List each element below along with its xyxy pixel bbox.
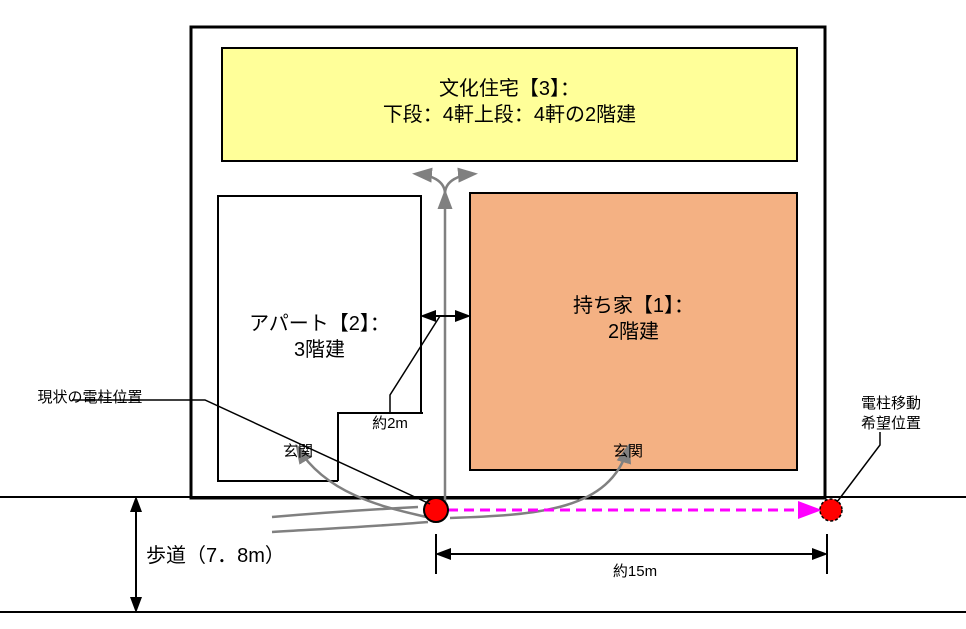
building2-label: アパート【2】： 3階建 (218, 311, 421, 363)
sidewalk-label: 歩道（7．8m） (146, 543, 285, 569)
about-2m-label: 約2m (360, 414, 420, 434)
building1-label: 持ち家【1】： 2階建 (470, 293, 797, 345)
current-pole-label: 現状の電柱位置 (10, 388, 170, 408)
about-15m-label: 約15m (590, 562, 680, 582)
building3-label: 文化住宅【3】： 下段：4軒上段：4軒の2階建 (222, 76, 797, 128)
desired-pole-label: 電柱移動 希望位置 (846, 394, 936, 433)
entrance-label-2: 玄関 (598, 442, 658, 462)
entrance-label-1: 玄関 (268, 442, 328, 462)
